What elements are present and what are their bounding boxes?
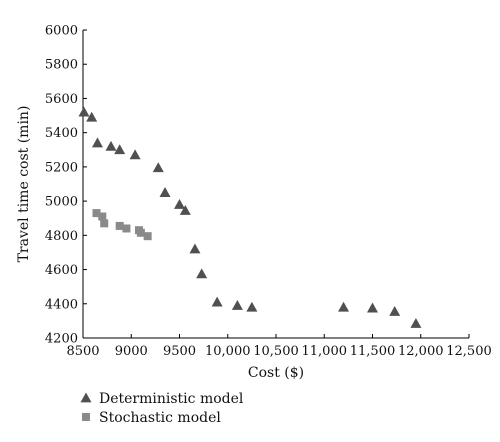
stochastic-point xyxy=(136,228,145,237)
x-tick-label: 10,500 xyxy=(253,344,299,359)
x-tick-label: 9500 xyxy=(163,344,196,359)
x-axis-title: Cost ($) xyxy=(248,365,304,381)
stochastic-point xyxy=(122,224,131,233)
deterministic-point xyxy=(189,243,201,254)
deterministic-point xyxy=(114,144,126,155)
y-tick-label: 5000 xyxy=(45,195,78,210)
deterministic-point xyxy=(86,111,98,122)
square-marker-icon xyxy=(82,413,90,421)
x-tick-label: 12,500 xyxy=(446,344,492,359)
y-tick-label: 6000 xyxy=(45,24,78,39)
x-tick-label: 11,000 xyxy=(302,344,348,359)
deterministic-point xyxy=(174,199,185,209)
legend-label: Stochastic model xyxy=(99,410,221,426)
deterministic-point xyxy=(231,299,243,310)
x-tick-label: 9000 xyxy=(115,344,148,359)
y-tick-label: 5400 xyxy=(45,126,78,141)
legend: Deterministic model Stochastic model xyxy=(80,391,244,426)
deterministic-point xyxy=(338,301,350,312)
y-tick-label: 4600 xyxy=(45,263,78,278)
deterministic-point xyxy=(91,137,103,148)
deterministic-point xyxy=(152,162,164,173)
deterministic-point xyxy=(159,187,171,197)
x-axis: 8500 9000 9500 10,000 10,500 11,000 11,500 12,0… xyxy=(66,334,492,359)
stochastic-point xyxy=(98,212,107,221)
triangle-marker-icon xyxy=(80,392,92,403)
stochastic-point xyxy=(143,232,152,241)
deterministic-point xyxy=(129,149,141,160)
stochastic-point xyxy=(115,221,124,230)
deterministic-series xyxy=(78,106,422,328)
y-tick-label: 4800 xyxy=(45,229,78,244)
deterministic-point xyxy=(410,317,422,328)
x-tick-label: 11,500 xyxy=(350,344,396,359)
y-tick-label: 5200 xyxy=(45,160,78,175)
y-tick-label: 4200 xyxy=(45,332,78,347)
stochastic-point xyxy=(92,209,101,218)
x-tick-label: 8500 xyxy=(66,344,99,359)
deterministic-point xyxy=(179,205,191,215)
stochastic-series xyxy=(92,209,152,241)
plot-area xyxy=(82,30,469,339)
deterministic-point xyxy=(105,140,117,151)
x-tick-label: 10,000 xyxy=(205,344,251,359)
stochastic-point xyxy=(100,219,109,228)
y-tick-label: 5800 xyxy=(45,58,78,73)
legend-item: Deterministic model xyxy=(80,391,244,407)
legend-label: Deterministic model xyxy=(99,391,244,407)
y-tick-label: 4400 xyxy=(45,297,78,312)
x-tick-label: 12,000 xyxy=(398,344,444,359)
deterministic-point xyxy=(389,305,401,316)
y-tick-label: 5600 xyxy=(45,92,78,107)
deterministic-point xyxy=(78,106,90,117)
y-axis: 4200 4400 4600 4800 5000 5200 5400 5600 5800 6000 xyxy=(45,24,87,347)
y-axis-title: Travel time cost (min) xyxy=(16,106,32,263)
deterministic-point xyxy=(367,302,378,313)
deterministic-point xyxy=(211,296,223,307)
data-points xyxy=(78,106,422,328)
legend-item: Stochastic model xyxy=(82,410,221,426)
deterministic-point xyxy=(196,268,208,279)
deterministic-point xyxy=(246,301,258,312)
